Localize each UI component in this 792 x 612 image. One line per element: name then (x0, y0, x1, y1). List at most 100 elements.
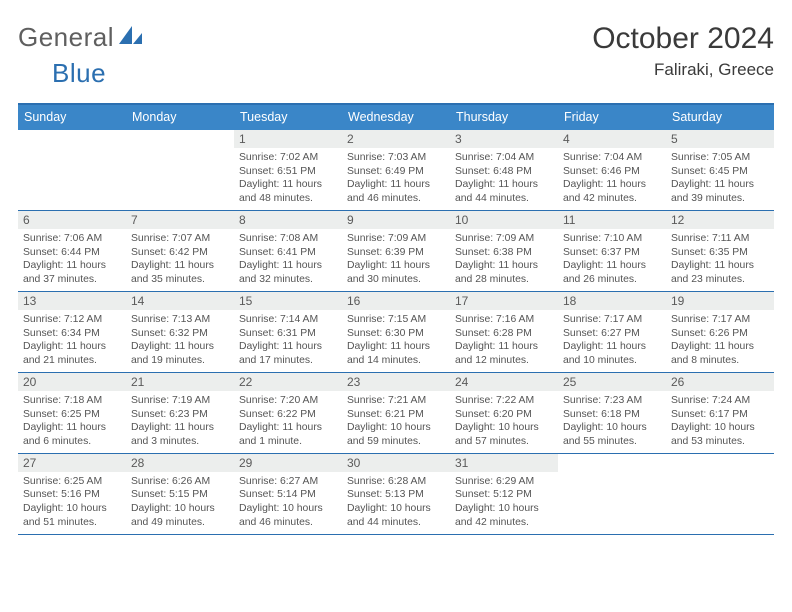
day-number: 25 (558, 373, 666, 391)
day-details: Sunrise: 7:17 AMSunset: 6:26 PMDaylight:… (666, 310, 774, 372)
sunrise-line: Sunrise: 7:04 AM (563, 151, 661, 165)
weekday-monday: Monday (126, 105, 234, 130)
daylight-line: Daylight: 11 hours and 10 minutes. (563, 340, 661, 367)
sunrise-line: Sunrise: 7:19 AM (131, 394, 229, 408)
day-details: Sunrise: 7:18 AMSunset: 6:25 PMDaylight:… (18, 391, 126, 453)
daylight-line: Daylight: 11 hours and 44 minutes. (455, 178, 553, 205)
day-details: Sunrise: 7:23 AMSunset: 6:18 PMDaylight:… (558, 391, 666, 453)
sunrise-line: Sunrise: 7:17 AM (563, 313, 661, 327)
calendar-cell: 10Sunrise: 7:09 AMSunset: 6:38 PMDayligh… (450, 211, 558, 291)
day-number: 28 (126, 454, 234, 472)
day-number: 5 (666, 130, 774, 148)
sunset-line: Sunset: 6:23 PM (131, 408, 229, 422)
day-details: Sunrise: 7:16 AMSunset: 6:28 PMDaylight:… (450, 310, 558, 372)
calendar-cell: 27Sunrise: 6:25 AMSunset: 5:16 PMDayligh… (18, 454, 126, 534)
sunset-line: Sunset: 6:31 PM (239, 327, 337, 341)
day-details (558, 472, 666, 479)
day-details: Sunrise: 6:29 AMSunset: 5:12 PMDaylight:… (450, 472, 558, 534)
calendar-cell: 21Sunrise: 7:19 AMSunset: 6:23 PMDayligh… (126, 373, 234, 453)
sunset-line: Sunset: 6:32 PM (131, 327, 229, 341)
week-row: 13Sunrise: 7:12 AMSunset: 6:34 PMDayligh… (18, 292, 774, 373)
sunrise-line: Sunrise: 6:25 AM (23, 475, 121, 489)
sunset-line: Sunset: 6:30 PM (347, 327, 445, 341)
calendar-cell: 17Sunrise: 7:16 AMSunset: 6:28 PMDayligh… (450, 292, 558, 372)
calendar-cell: 5Sunrise: 7:05 AMSunset: 6:45 PMDaylight… (666, 130, 774, 210)
calendar-cell: 22Sunrise: 7:20 AMSunset: 6:22 PMDayligh… (234, 373, 342, 453)
sunrise-line: Sunrise: 7:08 AM (239, 232, 337, 246)
sunset-line: Sunset: 5:13 PM (347, 488, 445, 502)
sunset-line: Sunset: 6:48 PM (455, 165, 553, 179)
day-details (18, 148, 126, 155)
day-details: Sunrise: 7:08 AMSunset: 6:41 PMDaylight:… (234, 229, 342, 291)
sunrise-line: Sunrise: 6:27 AM (239, 475, 337, 489)
calendar-cell: 30Sunrise: 6:28 AMSunset: 5:13 PMDayligh… (342, 454, 450, 534)
day-number: 9 (342, 211, 450, 229)
week-row: 1Sunrise: 7:02 AMSunset: 6:51 PMDaylight… (18, 130, 774, 211)
day-details: Sunrise: 7:05 AMSunset: 6:45 PMDaylight:… (666, 148, 774, 210)
sunset-line: Sunset: 6:20 PM (455, 408, 553, 422)
day-details: Sunrise: 7:03 AMSunset: 6:49 PMDaylight:… (342, 148, 450, 210)
sunset-line: Sunset: 6:17 PM (671, 408, 769, 422)
day-number: 1 (234, 130, 342, 148)
sunrise-line: Sunrise: 7:23 AM (563, 394, 661, 408)
weekday-friday: Friday (558, 105, 666, 130)
daylight-line: Daylight: 11 hours and 39 minutes. (671, 178, 769, 205)
calendar-cell: 16 Sunrise: 7:15 AMSunset: 6:30 PMDayligh… (342, 292, 450, 372)
daylight-line: Daylight: 11 hours and 17 minutes. (239, 340, 337, 367)
calendar-cell: 18Sunrise: 7:17 AMSunset: 6:27 PMDayligh… (558, 292, 666, 372)
day-details: Sunrise: 7:13 AMSunset: 6:32 PMDaylight:… (126, 310, 234, 372)
sunset-line: Sunset: 6:41 PM (239, 246, 337, 260)
calendar-cell: 24Sunrise: 7:22 AMSunset: 6:20 PMDayligh… (450, 373, 558, 453)
day-number: 2 (342, 130, 450, 148)
daylight-line: Daylight: 11 hours and 12 minutes. (455, 340, 553, 367)
day-number (558, 454, 666, 472)
sunset-line: Sunset: 6:51 PM (239, 165, 337, 179)
day-details: Sunrise: 7:21 AMSunset: 6:21 PMDaylight:… (342, 391, 450, 453)
sunrise-line: Sunrise: 7:09 AM (455, 232, 553, 246)
sunset-line: Sunset: 6:44 PM (23, 246, 121, 260)
daylight-line: Daylight: 11 hours and 32 minutes. (239, 259, 337, 286)
logo-text-blue: Blue (52, 58, 106, 88)
sunrise-line: Sunrise: 7:15 AM (347, 313, 445, 327)
calendar-cell: 23Sunrise: 7:21 AMSunset: 6:21 PMDayligh… (342, 373, 450, 453)
sunset-line: Sunset: 6:37 PM (563, 246, 661, 260)
day-number: 22 (234, 373, 342, 391)
day-details: Sunrise: 7:19 AMSunset: 6:23 PMDaylight:… (126, 391, 234, 453)
day-details (666, 472, 774, 479)
calendar-cell: 12Sunrise: 7:11 AMSunset: 6:35 PMDayligh… (666, 211, 774, 291)
daylight-line: Daylight: 11 hours and 14 minutes. (347, 340, 445, 367)
weekday-saturday: Saturday (666, 105, 774, 130)
calendar-cell: 6Sunrise: 7:06 AMSunset: 6:44 PMDaylight… (18, 211, 126, 291)
weekday-wednesday: Wednesday (342, 105, 450, 130)
day-details: Sunrise: 6:28 AMSunset: 5:13 PMDaylight:… (342, 472, 450, 534)
weekday-sunday: Sunday (18, 105, 126, 130)
day-number: 12 (666, 211, 774, 229)
day-number: 23 (342, 373, 450, 391)
sunset-line: Sunset: 6:21 PM (347, 408, 445, 422)
daylight-line: Daylight: 11 hours and 26 minutes. (563, 259, 661, 286)
calendar-cell: 29Sunrise: 6:27 AMSunset: 5:14 PMDayligh… (234, 454, 342, 534)
sunset-line: Sunset: 6:39 PM (347, 246, 445, 260)
daylight-line: Daylight: 10 hours and 53 minutes. (671, 421, 769, 448)
daylight-line: Daylight: 11 hours and 6 minutes. (23, 421, 121, 448)
calendar-cell: 3Sunrise: 7:04 AMSunset: 6:48 PMDaylight… (450, 130, 558, 210)
day-number: 10 (450, 211, 558, 229)
location: Faliraki, Greece (592, 60, 774, 80)
calendar-cell: 11Sunrise: 7:10 AMSunset: 6:37 PMDayligh… (558, 211, 666, 291)
day-number: 11 (558, 211, 666, 229)
calendar-cell: 31Sunrise: 6:29 AMSunset: 5:12 PMDayligh… (450, 454, 558, 534)
day-number: 15 (234, 292, 342, 310)
day-details: Sunrise: 6:26 AMSunset: 5:15 PMDaylight:… (126, 472, 234, 534)
calendar-cell: 19Sunrise: 7:17 AMSunset: 6:26 PMDayligh… (666, 292, 774, 372)
daylight-line: Daylight: 11 hours and 30 minutes. (347, 259, 445, 286)
title-block: October 2024 Faliraki, Greece (592, 22, 774, 80)
sunrise-line: Sunrise: 7:06 AM (23, 232, 121, 246)
day-number: 16 (342, 292, 450, 310)
sunrise-line: Sunrise: 7:20 AM (239, 394, 337, 408)
day-number: 19 (666, 292, 774, 310)
sunset-line: Sunset: 6:22 PM (239, 408, 337, 422)
sunrise-line: Sunrise: 7:14 AM (239, 313, 337, 327)
day-details (126, 148, 234, 155)
day-details: Sunrise: 7:07 AMSunset: 6:42 PMDaylight:… (126, 229, 234, 291)
day-details: Sunrise: 7:17 AMSunset: 6:27 PMDaylight:… (558, 310, 666, 372)
